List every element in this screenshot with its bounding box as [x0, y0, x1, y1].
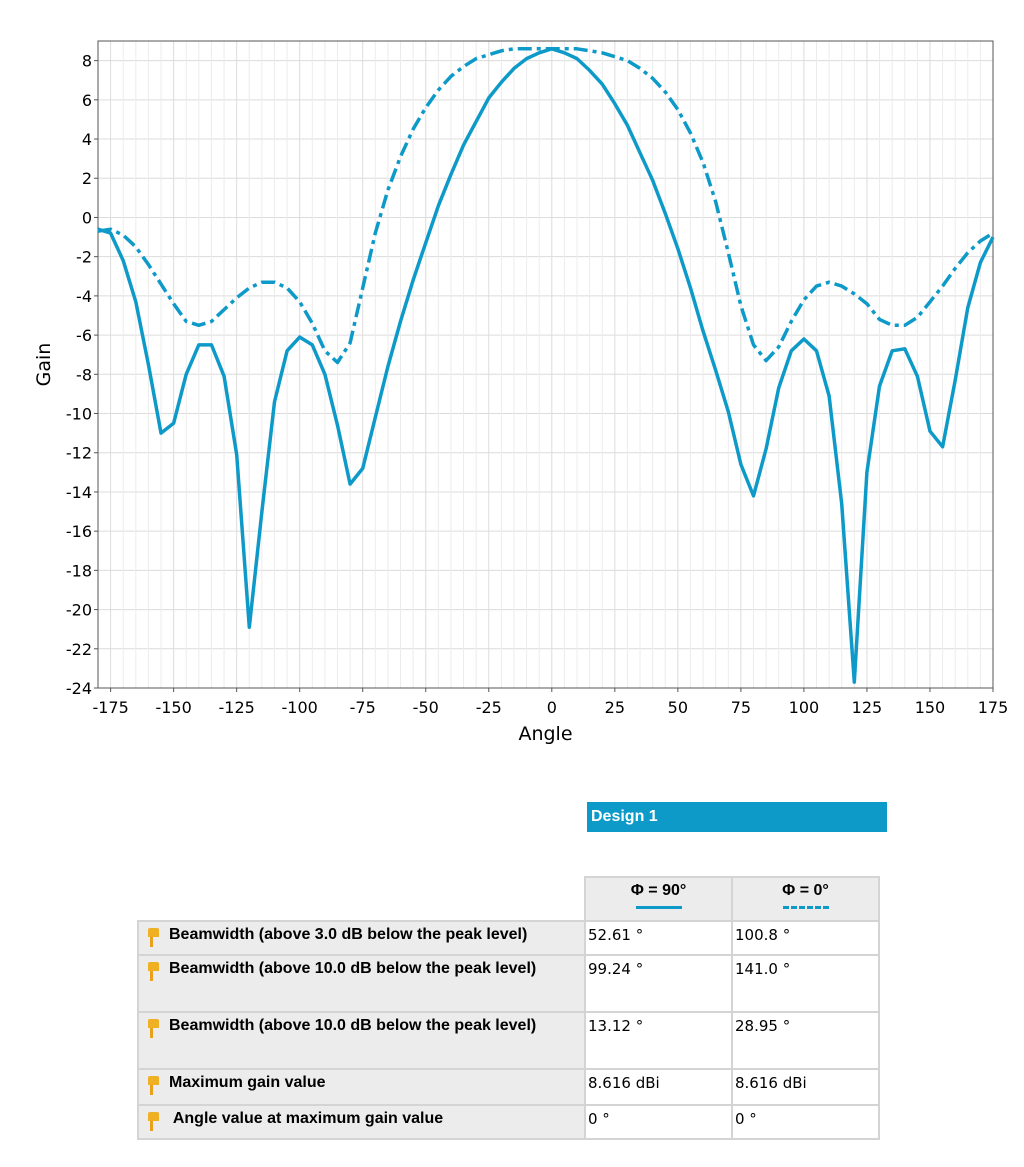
series-line-phi-90	[97, 47, 995, 684]
x-tick-label: -175	[92, 698, 128, 717]
x-tick-label: -25	[476, 698, 502, 717]
x-tick-label: 125	[852, 698, 883, 717]
row-label-cell: Maximum gain value	[137, 1068, 586, 1106]
y-tick-label: 6	[82, 91, 92, 110]
y-tick-label: 2	[82, 169, 92, 188]
results-table: Φ = 90° Φ = 0° Beamwidth (above 3.0 dB b…	[137, 876, 880, 1140]
value-cell: 99.24 °	[584, 954, 733, 1013]
pushpin-icon[interactable]	[147, 1110, 161, 1132]
column-header-phi-90: Φ = 90°	[584, 876, 733, 922]
x-tick-label: 150	[915, 698, 946, 717]
column-header-label: Φ = 0°	[782, 882, 829, 899]
x-tick-label: -125	[219, 698, 255, 717]
table-row: Beamwidth (above 3.0 dB below the peak l…	[137, 920, 880, 956]
table-header-row: Φ = 90° Φ = 0°	[138, 876, 880, 922]
x-tick-label: -100	[282, 698, 318, 717]
y-tick-label: -2	[76, 248, 92, 267]
x-tick-label: 100	[789, 698, 820, 717]
x-axis: -175 -150 -125 -100 -75 -50 -25 0 25 50 75 100 125 15…	[92, 688, 1008, 717]
value-cell: 100.8 °	[731, 920, 880, 956]
blank-header-cell	[138, 877, 585, 921]
series-line-phi-0	[97, 47, 994, 365]
value-cell: 0 °	[584, 1104, 733, 1140]
y-tick-label: -16	[66, 522, 92, 541]
row-label-cell: Beamwidth (above 10.0 dB below the peak …	[137, 1011, 586, 1070]
gain-chart: 8 6 4 2 0 -2 -4 -6 -8 -10 -12 -14 -16 -18 -20 -22 -24 -1…	[33, 40, 1008, 745]
x-tick-label: 75	[731, 698, 751, 717]
x-tick-label: 25	[605, 698, 625, 717]
x-tick-label: 0	[547, 698, 557, 717]
row-label-cell: Beamwidth (above 3.0 dB below the peak l…	[137, 920, 586, 956]
column-header-label: Φ = 90°	[630, 882, 687, 899]
value-cell: 141.0 °	[731, 954, 880, 1013]
y-tick-label: -6	[76, 326, 92, 345]
y-tick-label: 8	[82, 52, 92, 71]
chart-grid	[98, 41, 994, 689]
y-tick-label: -8	[76, 365, 92, 384]
value-cell: 8.616 dBi	[584, 1068, 733, 1106]
y-axis: 8 6 4 2 0 -2 -4 -6 -8 -10 -12 -14 -16 -18 -20 -22 -24	[66, 52, 98, 698]
table-row: Beamwidth (above 10.0 dB below the peak …	[137, 1011, 880, 1070]
solid-line-legend-swatch	[635, 906, 682, 909]
pushpin-icon[interactable]	[147, 1074, 161, 1096]
y-tick-label: -4	[76, 287, 92, 306]
x-tick-label: -50	[413, 698, 439, 717]
row-label: Maximum gain value	[169, 1074, 326, 1091]
series-layer	[97, 47, 995, 684]
plot-area	[97, 40, 994, 689]
x-tick-label: 175	[978, 698, 1009, 717]
value-cell: 13.12 °	[584, 1011, 733, 1070]
x-tick-label: -75	[350, 698, 376, 717]
x-tick-label: -150	[155, 698, 191, 717]
dashed-line-legend-swatch	[782, 906, 829, 909]
row-label: Beamwidth (above 3.0 dB below the peak l…	[169, 926, 528, 943]
table-row: Beamwidth (above 10.0 dB below the peak …	[137, 954, 880, 1013]
row-label: Beamwidth (above 10.0 dB below the peak …	[169, 1017, 537, 1034]
y-axis-title: Gain	[33, 343, 55, 387]
pushpin-icon[interactable]	[147, 1017, 161, 1039]
y-tick-label: -10	[66, 405, 92, 424]
design-header: Design 1	[587, 802, 887, 832]
row-label-cell: Angle value at maximum gain value	[137, 1104, 586, 1140]
y-tick-label: -22	[66, 640, 92, 659]
column-header-phi-0: Φ = 0°	[731, 876, 880, 922]
pushpin-icon[interactable]	[147, 960, 161, 982]
chart-svg: 8 6 4 2 0 -2 -4 -6 -8 -10 -12 -14 -16 -18 -20 -22 -24 -1…	[33, 40, 1008, 745]
value-cell: 0 °	[731, 1104, 880, 1140]
y-tick-label: -20	[66, 601, 92, 620]
value-cell: 52.61 °	[584, 920, 733, 956]
row-label-cell: Beamwidth (above 10.0 dB below the peak …	[137, 954, 586, 1013]
value-cell: 28.95 °	[731, 1011, 880, 1070]
row-label: Beamwidth (above 10.0 dB below the peak …	[169, 960, 537, 977]
table-row: Maximum gain value 8.616 dBi 8.616 dBi	[137, 1068, 880, 1106]
x-axis-title: Angle	[518, 723, 572, 745]
row-label: Angle value at maximum gain value	[169, 1110, 444, 1127]
pushpin-icon[interactable]	[147, 926, 161, 948]
y-tick-label: 4	[82, 130, 92, 149]
y-tick-label: -14	[66, 483, 92, 502]
y-tick-label: 0	[82, 208, 92, 227]
x-tick-label: 50	[668, 698, 688, 717]
table-row: Angle value at maximum gain value 0 ° 0 …	[137, 1104, 880, 1140]
value-cell: 8.616 dBi	[731, 1068, 880, 1106]
y-tick-label: -12	[66, 444, 92, 463]
y-tick-label: -18	[66, 561, 92, 580]
y-tick-label: -24	[66, 679, 92, 698]
